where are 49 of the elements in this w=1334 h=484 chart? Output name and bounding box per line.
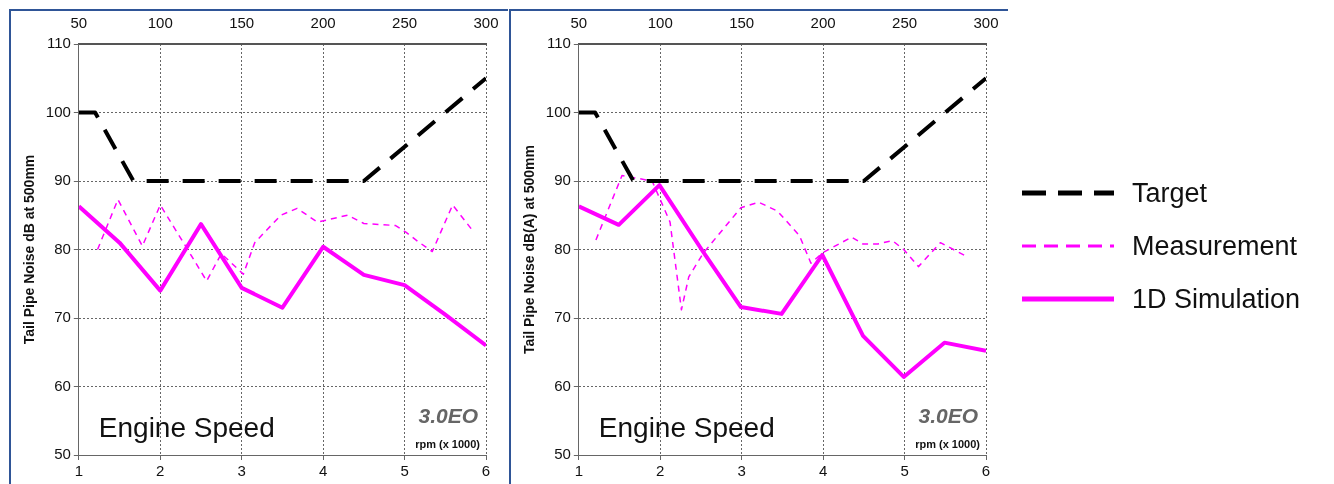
legend-label: 1D Simulation <box>1132 283 1301 315</box>
y-tick-label: 100 <box>545 102 571 120</box>
x-tick-label: 6 <box>981 462 991 480</box>
x-tick-label: 5 <box>900 462 909 480</box>
y-tick-label: 60 <box>54 376 71 394</box>
annotation: Engine Speed <box>598 412 775 443</box>
x-tick-label: 3 <box>737 462 746 480</box>
y-tick-label: 110 <box>46 34 71 52</box>
annotation: Engine Speed <box>98 412 275 443</box>
x2-tick-label: 250 <box>392 14 418 32</box>
x2-tick-label: 50 <box>570 14 588 32</box>
x2-tick-label: 250 <box>892 14 918 32</box>
y-tick-label: 70 <box>554 308 571 326</box>
x-tick-label: 2 <box>156 462 165 480</box>
y-tick-label: 90 <box>554 171 571 189</box>
annotation: 3.0EO <box>418 404 478 427</box>
x2-tick-label: 50 <box>70 14 88 32</box>
x-tick-label: 5 <box>400 462 409 480</box>
x2-tick-label: 200 <box>810 14 836 32</box>
x2-tick-label: 300 <box>973 14 999 32</box>
y-tick-label: 110 <box>546 34 571 52</box>
y-tick-label: 70 <box>54 308 71 326</box>
x-axis-title: rpm (x 1000) <box>415 438 481 450</box>
x-tick-label: 3 <box>237 462 246 480</box>
y-axis-title: Tail Pipe Noise dB at 500mm <box>21 154 38 345</box>
y-tick-label: 60 <box>554 376 571 394</box>
x-axis-title: rpm (x 1000) <box>915 438 981 450</box>
y-tick-label: 80 <box>54 239 71 257</box>
x2-tick-label: 100 <box>147 14 173 32</box>
y-tick-label: 50 <box>54 445 71 463</box>
y-axis-title: Tail Pipe Noise dB(A) at 500mm <box>521 144 538 355</box>
y-tick-label: 90 <box>54 171 71 189</box>
y-tick-label: 80 <box>554 239 571 257</box>
x2-tick-label: 200 <box>310 14 336 32</box>
legend-label: Measurement <box>1132 230 1298 262</box>
x2-tick-label: 100 <box>647 14 673 32</box>
y-tick-label: 50 <box>554 445 571 463</box>
x2-tick-label: 150 <box>229 14 255 32</box>
y-tick-label: 100 <box>45 102 71 120</box>
x-tick-label: 1 <box>74 462 83 480</box>
x-tick-label: 4 <box>818 462 828 480</box>
x2-tick-label: 300 <box>473 14 499 32</box>
annotation: 3.0EO <box>918 404 978 427</box>
x-tick-label: 4 <box>318 462 328 480</box>
x-tick-label: 1 <box>574 462 583 480</box>
x-tick-label: 6 <box>481 462 491 480</box>
legend-label: Target <box>1132 177 1208 209</box>
x-tick-label: 2 <box>656 462 665 480</box>
x2-tick-label: 150 <box>729 14 755 32</box>
